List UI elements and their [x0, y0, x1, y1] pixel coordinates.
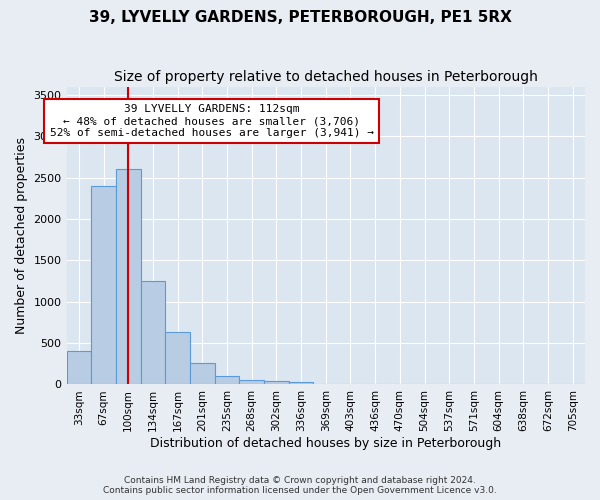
Bar [116, 170, 140, 384]
Bar [91, 186, 116, 384]
Bar [67, 352, 91, 384]
X-axis label: Distribution of detached houses by size in Peterborough: Distribution of detached houses by size … [150, 437, 502, 450]
Bar [140, 281, 165, 384]
Bar [239, 380, 264, 384]
Text: 39 LYVELLY GARDENS: 112sqm
← 48% of detached houses are smaller (3,706)
52% of s: 39 LYVELLY GARDENS: 112sqm ← 48% of deta… [50, 104, 374, 138]
Text: Contains HM Land Registry data © Crown copyright and database right 2024.
Contai: Contains HM Land Registry data © Crown c… [103, 476, 497, 495]
Bar [289, 382, 313, 384]
Text: 39, LYVELLY GARDENS, PETERBOROUGH, PE1 5RX: 39, LYVELLY GARDENS, PETERBOROUGH, PE1 5… [89, 10, 511, 25]
Bar [165, 332, 190, 384]
Bar [264, 381, 289, 384]
Bar [190, 363, 215, 384]
Y-axis label: Number of detached properties: Number of detached properties [15, 137, 28, 334]
Title: Size of property relative to detached houses in Peterborough: Size of property relative to detached ho… [114, 70, 538, 84]
Bar [215, 376, 239, 384]
